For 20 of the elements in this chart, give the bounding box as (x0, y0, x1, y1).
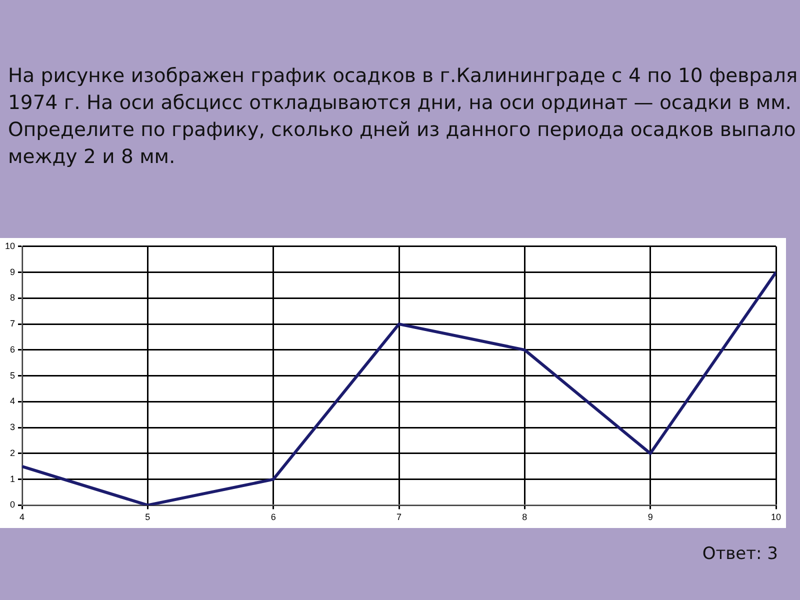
x-tick-label: 7 (396, 512, 402, 522)
y-tick-label: 4 (10, 396, 16, 406)
y-tick-label: 6 (10, 344, 16, 354)
x-tick-label: 4 (20, 512, 25, 522)
y-tick-label: 9 (10, 266, 16, 277)
x-tick-label: 9 (648, 512, 653, 522)
y-tick-label: 3 (10, 422, 16, 432)
text: Ответ: 3 (702, 544, 778, 564)
x-tick-label: 8 (522, 512, 528, 522)
y-tick-label: 7 (10, 318, 16, 329)
y-tick-label: 5 (10, 370, 16, 380)
x-tick-label: 6 (270, 512, 276, 522)
y-tick-label: 8 (10, 292, 16, 303)
x-tick-label: 10 (770, 512, 782, 522)
y-tick-label: 0 (10, 500, 16, 510)
y-tick-label: 2 (10, 448, 16, 458)
y-tick-label: 1 (10, 474, 16, 484)
y-tick-label: 10 (4, 240, 16, 251)
x-tick-label: 5 (145, 512, 150, 522)
chart-title: На рисунке изображен график осадков в г.Калининграде с 4 по 10 февраля 1974 г. На оси абсцисс откладываются дни, на оси ординат — осадки в мм. Определите по графику, сколько дней из данного периода осадков выпало между 2 и 8 мм. (8, 63, 798, 170)
